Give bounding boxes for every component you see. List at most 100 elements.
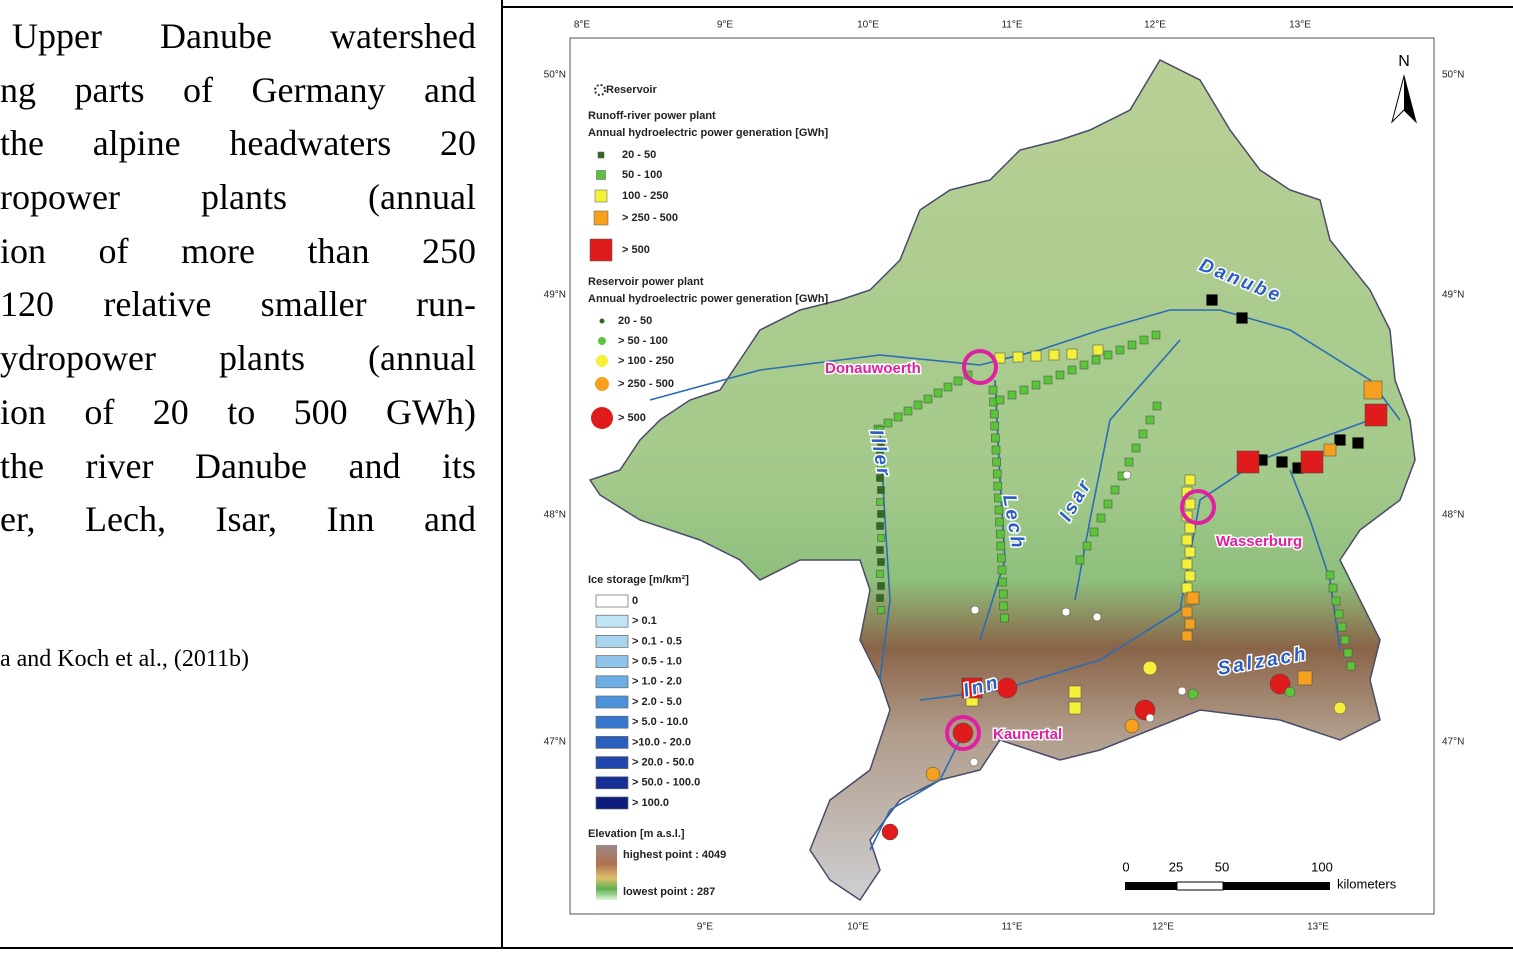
lat-label: 48°N	[544, 510, 566, 521]
plant-symbol	[989, 409, 999, 419]
plant-symbol	[1269, 673, 1291, 695]
plant-symbol	[1142, 660, 1158, 676]
plant-symbol	[1127, 340, 1137, 350]
plant-symbol	[997, 565, 1007, 575]
plant-symbol	[1343, 648, 1353, 658]
plant-symbol	[1067, 365, 1077, 375]
plant-symbol	[1276, 456, 1288, 468]
lon-label: 8°E	[574, 20, 591, 31]
plant-symbol	[992, 457, 1001, 467]
plant-symbol	[953, 376, 963, 386]
legend-text: highest point : 4049	[623, 849, 726, 861]
legend-text: > 500	[618, 412, 646, 424]
plant-symbol	[876, 546, 884, 554]
text-line: ng parts of Germany and	[0, 69, 476, 110]
plant-symbol	[876, 426, 884, 434]
plant-symbol	[1068, 701, 1082, 715]
plant-symbol	[877, 606, 885, 614]
plant-symbol	[1012, 351, 1024, 363]
plant-symbol	[877, 582, 885, 590]
plant-symbol	[1184, 522, 1196, 534]
place-ring	[962, 349, 998, 385]
plant-symbol	[1181, 582, 1193, 594]
plant-symbol	[1151, 330, 1161, 340]
text-line: ion of 20 to 500 GWh)	[0, 391, 476, 432]
plant-symbol	[961, 677, 983, 699]
plant-symbol	[903, 406, 913, 416]
text-line: the river Danube and its	[0, 445, 476, 486]
plant-symbol	[988, 385, 998, 395]
plant-symbol	[925, 766, 941, 782]
lon-label: 12°E	[1152, 922, 1174, 933]
scale-unit: kilometers	[1337, 876, 1397, 891]
plant-symbol	[1352, 437, 1364, 449]
legend-symbol	[598, 337, 606, 345]
place-ring	[945, 715, 981, 751]
legend-text: > 50.0 - 100.0	[632, 777, 700, 789]
lon-label: 9°E	[717, 20, 734, 31]
legend-text: >10.0 - 20.0	[632, 736, 691, 748]
plant-symbol	[1061, 607, 1071, 617]
legend-symbol	[591, 407, 613, 429]
plant-symbol	[1184, 498, 1196, 510]
text-line: ion of more than 250	[0, 230, 476, 271]
plant-symbol	[995, 517, 1004, 527]
legend-title: Runoff-river power plant	[588, 110, 716, 122]
legend-text: > 2.0 - 5.0	[632, 696, 682, 708]
plant-symbol	[877, 534, 885, 542]
plant-symbol	[876, 570, 884, 578]
plant-symbol	[1139, 335, 1149, 345]
text-line: ropower plants (annual	[0, 177, 476, 218]
plant-symbol	[1000, 613, 1009, 623]
legend-text: 0	[632, 595, 638, 607]
plant-symbol	[1092, 344, 1104, 356]
legend-text: > 20.0 - 50.0	[632, 757, 694, 769]
legend-text: > 50 - 100	[618, 335, 668, 347]
place-label: Donauwoerth	[825, 360, 921, 377]
legend-text: > 250 - 500	[618, 378, 674, 390]
plant-symbol	[1031, 380, 1041, 390]
lat-label: 50°N	[544, 70, 566, 81]
plant-symbol	[1300, 450, 1324, 474]
plant-symbol	[992, 469, 1002, 479]
legend-text: 50 - 100	[622, 169, 662, 181]
plant-symbol	[998, 589, 1008, 599]
lat-label: 47°N	[1442, 737, 1464, 748]
legend-text: > 100 - 250	[618, 355, 674, 367]
scale-tick: 0	[1122, 859, 1129, 874]
plant-symbol	[1363, 380, 1383, 400]
legend-text: > 5.0 - 10.0	[632, 716, 688, 728]
plant-symbol	[969, 757, 979, 767]
plant-symbol	[998, 577, 1007, 587]
scale-bar	[1125, 882, 1177, 890]
legend-symbol	[594, 189, 608, 203]
plant-symbol	[1138, 429, 1148, 439]
legend-title: Annual hydroelectric power generation [G…	[588, 127, 829, 139]
legend-symbol	[599, 318, 605, 324]
lon-label: 11°E	[1001, 922, 1022, 933]
plant-symbol	[1236, 312, 1248, 324]
scale-bar	[1223, 882, 1330, 890]
lon-label: 11°E	[1001, 20, 1022, 31]
plant-symbol	[1184, 474, 1196, 486]
plant-symbol	[1181, 630, 1193, 642]
plant-symbol	[913, 400, 923, 410]
plant-symbol	[1096, 513, 1106, 523]
plant-symbol	[1066, 348, 1078, 360]
lat-label: 49°N	[1442, 290, 1464, 301]
plant-symbol	[995, 529, 1005, 539]
legend-swatch	[595, 695, 629, 709]
plant-symbol	[1103, 350, 1113, 360]
legend-symbol	[595, 377, 609, 391]
lon-label: 13°E	[1307, 922, 1329, 933]
legend-text: > 0.5 - 1.0	[632, 656, 682, 668]
plant-symbol	[994, 493, 1003, 503]
plant-symbol	[1346, 661, 1356, 671]
legend-text: > 250 - 500	[622, 212, 678, 224]
lat-label: 50°N	[1442, 70, 1464, 81]
legend-swatch	[595, 635, 629, 648]
plant-symbol	[1092, 612, 1102, 622]
plant-symbol	[877, 486, 885, 494]
